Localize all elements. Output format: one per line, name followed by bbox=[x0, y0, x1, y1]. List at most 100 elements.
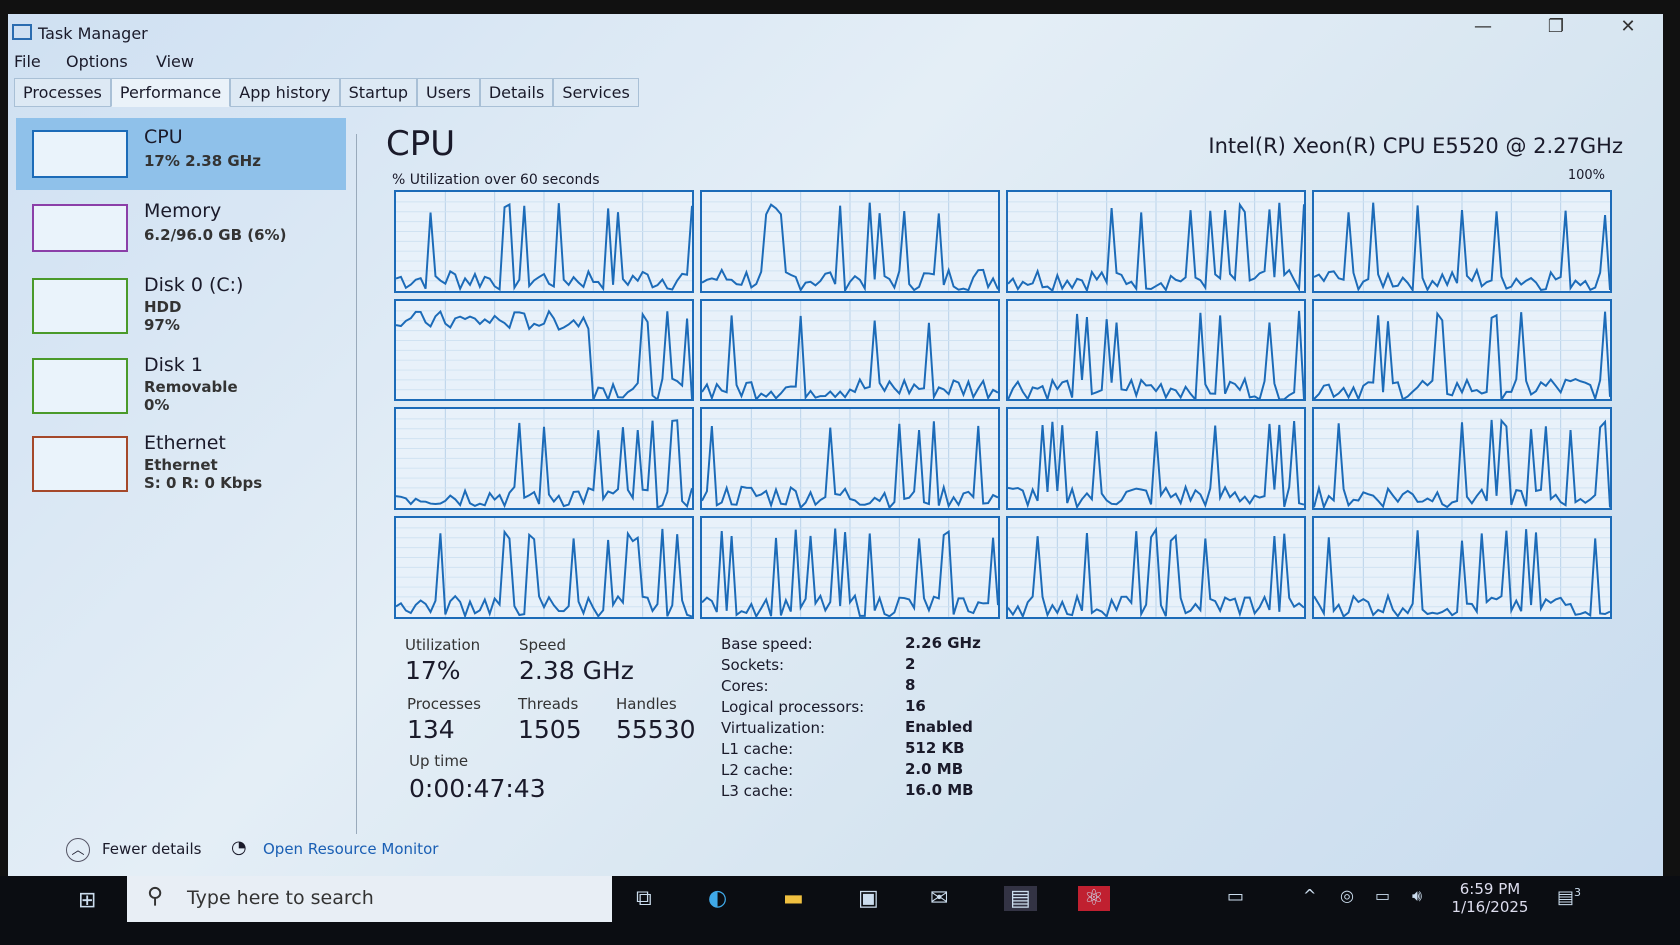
search-icon: ⚲ bbox=[147, 884, 164, 909]
search-placeholder: Type here to search bbox=[187, 887, 374, 909]
spec-value: 16.0 MB bbox=[905, 781, 974, 799]
spec-value: 8 bbox=[905, 676, 916, 694]
edge-icon[interactable]: ◐ bbox=[708, 886, 728, 911]
spec-label: L1 cache: bbox=[721, 740, 794, 758]
notification-count: 3 bbox=[1574, 886, 1582, 899]
utilization-line bbox=[396, 419, 692, 508]
logical-processor-graph bbox=[1006, 190, 1306, 293]
utilization-line bbox=[702, 314, 998, 400]
spec-label: Cores: bbox=[721, 677, 769, 695]
sidebar-item-ethernet[interactable]: Ethernet Ethernet S: 0 R: 0 Kbps bbox=[16, 424, 346, 502]
sidebar-title: CPU bbox=[144, 126, 183, 148]
tab-app-history[interactable]: App history bbox=[230, 78, 340, 107]
task-manager-taskbar-icon[interactable]: ▤ bbox=[1004, 886, 1037, 911]
utilization-line bbox=[702, 202, 998, 291]
utilization-line bbox=[1314, 310, 1610, 400]
search-box[interactable]: ⚲ Type here to search bbox=[127, 876, 612, 922]
app-icon[interactable]: ⚛ bbox=[1078, 886, 1110, 911]
network-icon[interactable]: ▭ bbox=[1375, 886, 1391, 905]
meet-icon[interactable]: ◎ bbox=[1340, 886, 1354, 905]
sidebar-item-memory[interactable]: Memory 6.2/96.0 GB (6%) bbox=[16, 192, 346, 264]
sidebar-title: Ethernet bbox=[144, 432, 226, 454]
logical-processor-graph bbox=[394, 298, 694, 402]
utilization-line bbox=[1008, 526, 1304, 617]
task-manager-window: Task Manager — ❐ ✕ File Options View Pro… bbox=[8, 14, 1663, 876]
close-button[interactable]: ✕ bbox=[1620, 16, 1636, 37]
sidebar-detail: 17% 2.38 GHz bbox=[144, 152, 261, 170]
logical-processor-graph bbox=[1006, 407, 1306, 510]
memory-thumbnail-graph bbox=[32, 204, 128, 252]
spec-value: 2.26 GHz bbox=[905, 634, 981, 652]
uptime-label: Up time bbox=[409, 752, 469, 770]
cpu-thumbnail-graph bbox=[32, 130, 128, 178]
sidebar-detail: 6.2/96.0 GB (6%) bbox=[144, 226, 287, 244]
utilization-line bbox=[1008, 310, 1304, 400]
news-icon[interactable]: ▭ bbox=[1227, 886, 1245, 907]
date: 1/16/2025 bbox=[1451, 898, 1529, 916]
speed-value: 2.38 GHz bbox=[519, 656, 634, 685]
divider bbox=[356, 134, 357, 834]
logical-processor-graph bbox=[394, 515, 694, 619]
menu-file[interactable]: File bbox=[14, 52, 41, 71]
tab-users[interactable]: Users bbox=[417, 78, 480, 107]
spec-row: Sockets: 2 bbox=[721, 655, 1021, 674]
clock[interactable]: 6:59 PM 1/16/2025 bbox=[1450, 880, 1530, 916]
utilization-value: 17% bbox=[405, 656, 461, 685]
windows-start-icon[interactable]: ⊞ bbox=[78, 888, 97, 913]
chevron-up-icon[interactable]: ︿ bbox=[66, 838, 90, 862]
logical-processor-graph bbox=[1312, 190, 1612, 293]
sidebar-detail: 0% bbox=[144, 396, 170, 414]
ethernet-thumbnail-graph bbox=[32, 436, 128, 492]
spec-value: 2 bbox=[905, 655, 916, 673]
utilization-line bbox=[1314, 202, 1610, 291]
menu-options[interactable]: Options bbox=[66, 52, 128, 71]
logical-processor-graph bbox=[394, 190, 694, 293]
sidebar-detail: HDD bbox=[144, 298, 182, 316]
spec-value: 512 KB bbox=[905, 739, 965, 757]
page-title: CPU bbox=[386, 124, 456, 164]
spec-row: Virtualization: Enabled bbox=[721, 718, 1021, 737]
logical-processor-graph bbox=[1006, 298, 1306, 402]
uptime-value: 0:00:47:43 bbox=[409, 774, 546, 803]
logical-processor-graph bbox=[1006, 515, 1306, 619]
tab-services[interactable]: Services bbox=[553, 78, 639, 107]
menu-view[interactable]: View bbox=[156, 52, 194, 71]
logical-processor-graph bbox=[1312, 298, 1612, 402]
maximize-button[interactable]: ❐ bbox=[1547, 16, 1565, 37]
sidebar-item-cpu[interactable]: CPU 17% 2.38 GHz bbox=[16, 118, 346, 190]
taskbar: ⊞ ⚲ Type here to search ⧉ ◐ ▬ ▣ ✉ ▤ ⚛ ▭ … bbox=[0, 876, 1680, 945]
tab-performance[interactable]: Performance bbox=[110, 78, 231, 107]
logical-processor-graph bbox=[700, 190, 1000, 293]
volume-icon[interactable]: 🔊︎ bbox=[1412, 886, 1423, 905]
chevron-up-icon[interactable]: ^ bbox=[1303, 886, 1317, 905]
file-explorer-icon[interactable]: ▬ bbox=[783, 886, 804, 911]
spec-row: L1 cache: 512 KB bbox=[721, 739, 1021, 758]
notifications-icon[interactable]: ▤3 bbox=[1557, 886, 1582, 908]
sidebar-item-disk0[interactable]: Disk 0 (C:) HDD 97% bbox=[16, 266, 346, 344]
logical-processor-graph bbox=[1312, 407, 1612, 510]
tab-processes[interactable]: Processes bbox=[14, 78, 111, 107]
graph-max-label: 100% bbox=[1567, 168, 1605, 183]
resource-monitor-icon: ◔ bbox=[231, 837, 247, 858]
tab-details[interactable]: Details bbox=[479, 78, 554, 107]
utilization-line bbox=[702, 421, 998, 508]
sidebar-item-disk1[interactable]: Disk 1 Removable 0% bbox=[16, 346, 346, 424]
tab-bar: Processes Performance App history Startu… bbox=[14, 78, 639, 107]
minimize-button[interactable]: — bbox=[1474, 16, 1492, 37]
fewer-details-button[interactable]: Fewer details bbox=[102, 840, 202, 858]
utilization-label: Utilization bbox=[405, 636, 481, 654]
task-view-icon[interactable]: ⧉ bbox=[636, 886, 652, 911]
threads-value: 1505 bbox=[518, 715, 582, 744]
open-resource-monitor-link[interactable]: Open Resource Monitor bbox=[263, 840, 439, 858]
spec-value: 2.0 MB bbox=[905, 760, 964, 778]
mail-icon[interactable]: ✉ bbox=[930, 886, 949, 911]
spec-label: L3 cache: bbox=[721, 782, 794, 800]
spec-label: Logical processors: bbox=[721, 698, 865, 716]
spec-row: Logical processors: 16 bbox=[721, 697, 1021, 716]
tab-startup[interactable]: Startup bbox=[339, 78, 418, 107]
sidebar-detail: Ethernet bbox=[144, 456, 218, 474]
sidebar-title: Memory bbox=[144, 200, 222, 222]
store-icon[interactable]: ▣ bbox=[858, 886, 879, 911]
utilization-line bbox=[396, 308, 692, 400]
logical-processor-graph bbox=[394, 407, 694, 510]
